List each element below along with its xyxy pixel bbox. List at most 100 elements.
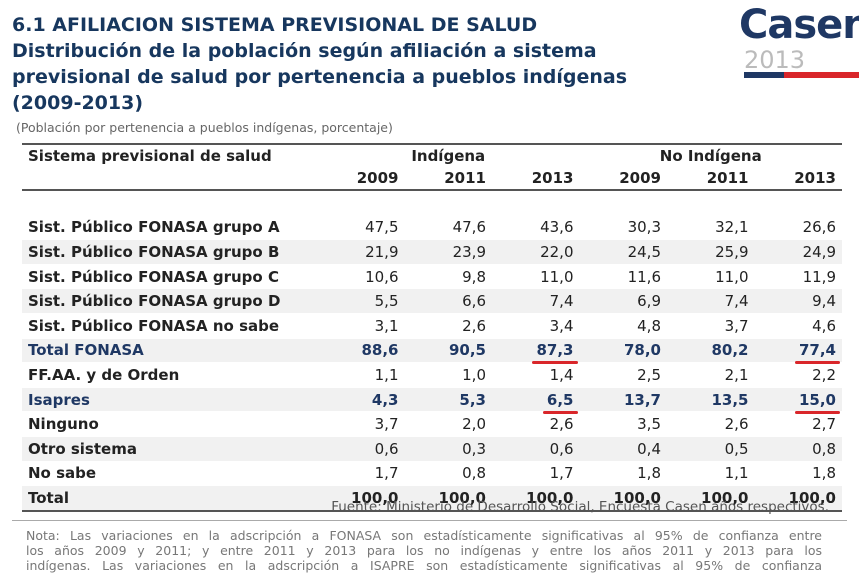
cell: 0,8 <box>754 436 842 462</box>
cell: 87,3 <box>492 338 580 364</box>
cell: 3,5 <box>579 411 667 437</box>
cell-value: 4,3 <box>371 390 399 409</box>
cell: 1,1 <box>667 461 755 487</box>
cell-value: 11,0 <box>540 267 574 286</box>
column-header <box>22 167 317 190</box>
cell-value: 100,0 <box>701 488 749 507</box>
cell-value: 21,9 <box>365 242 399 261</box>
cell-value: 0,8 <box>812 439 836 458</box>
cell-value: 6,9 <box>637 292 661 311</box>
cell: 2,6 <box>492 411 580 437</box>
cell: 1,1 <box>317 362 405 388</box>
row-label: Sist. Público FONASA no sabe <box>22 313 317 339</box>
cell-value: 3,5 <box>637 415 661 434</box>
cell: 0,6 <box>492 436 580 462</box>
row-label-text: Ninguno <box>28 415 99 434</box>
subtitle: Distribución de la población según afili… <box>12 40 597 62</box>
table-row: Isapres 4,3 5,3 6,5 13,7 13,5 15,0 <box>22 387 842 413</box>
row-label-text: Sist. Público FONASA grupo D <box>28 292 281 311</box>
cell: 13,5 <box>667 387 755 413</box>
cell: 23,9 <box>404 239 492 265</box>
row-label-text: FF.AA. y de Orden <box>28 365 180 384</box>
year-header: 2013 <box>531 169 574 187</box>
subtitle: (2009-2013) <box>12 92 144 114</box>
cell-value: 11,9 <box>802 267 836 286</box>
cell: 100,0 <box>754 485 842 512</box>
cell-value: 3,4 <box>549 316 574 335</box>
spacer-row <box>22 190 842 216</box>
cell: 30,3 <box>579 215 667 241</box>
year-header: 2013 <box>794 169 836 187</box>
table-row: Sist. Público FONASA grupo A 47,5 47,6 43,6… <box>22 215 842 241</box>
cell: 11,0 <box>492 264 580 290</box>
cell: 2,0 <box>404 411 492 437</box>
cell-value: 0,6 <box>374 439 399 458</box>
cell: 4,8 <box>579 313 667 339</box>
cell: 47,5 <box>317 215 405 241</box>
cell-value: 88,6 <box>361 341 399 360</box>
title: 6.1 AFILIACION SISTEMA PREVISIONAL DE SA… <box>12 14 538 36</box>
cell: 5,3 <box>404 387 492 413</box>
table-row: Total FONASA 88,6 90,5 87,3 78,0 80,2 77,4 <box>22 338 842 364</box>
cell: 0,4 <box>579 436 667 462</box>
cell-value: 1,7 <box>374 464 399 483</box>
cell-value: 2,1 <box>724 365 749 384</box>
row-label: Total <box>22 485 317 512</box>
cell: 3,7 <box>667 313 755 339</box>
cell-value: 30,3 <box>627 218 661 237</box>
row-label-text: Total FONASA <box>28 341 144 360</box>
cell-value: 5,5 <box>374 292 399 311</box>
cell: 2,6 <box>667 411 755 437</box>
cell: 0,6 <box>317 436 405 462</box>
cell-value: 100,0 <box>351 488 399 507</box>
cell: 10,6 <box>317 264 405 290</box>
cell: 88,6 <box>317 338 405 364</box>
table-row: No sabe 1,7 0,8 1,7 1,8 1,1 1,8 <box>22 461 842 487</box>
table-row: FF.AA. y de Orden 1,1 1,0 1,4 2,5 2,1 2,2 <box>22 362 842 388</box>
cell: 1,4 <box>492 362 580 388</box>
cell-value: 2,5 <box>637 365 661 384</box>
cell: 3,4 <box>492 313 580 339</box>
subtitle: previsional de salud por pertenencia a p… <box>12 66 628 88</box>
row-label-text: No sabe <box>28 464 97 483</box>
cell: 11,0 <box>667 264 755 290</box>
cell-value: 22,0 <box>540 242 574 261</box>
row-label: FF.AA. y de Orden <box>22 362 317 388</box>
cell-value: 4,8 <box>637 316 661 335</box>
footnote: indígenas. Las variaciones en la adscrip… <box>26 558 822 573</box>
cell-value: 1,4 <box>549 365 574 384</box>
footnote: los años 2009 y 2011; y entre 2011 y 201… <box>26 543 822 558</box>
cell-value: 1,7 <box>549 464 574 483</box>
column-header: Sistema previsional de salud <box>28 147 272 165</box>
cell-value: 87,3 <box>536 341 574 360</box>
cell: 6,6 <box>404 288 492 314</box>
cell: 21,9 <box>317 239 405 265</box>
cell-value: 13,5 <box>711 390 749 409</box>
cell: 1,7 <box>492 461 580 487</box>
cell: 7,4 <box>667 288 755 314</box>
row-label: Sist. Público FONASA grupo A <box>22 215 317 241</box>
group-header: Indígena <box>411 147 486 165</box>
cell-value: 32,1 <box>715 218 749 237</box>
cell-value: 77,4 <box>798 341 836 360</box>
cell-value: 47,5 <box>365 218 399 237</box>
row-label-text: Sist. Público FONASA grupo C <box>28 267 279 286</box>
cell: 9,8 <box>404 264 492 290</box>
cell-value: 1,8 <box>812 464 836 483</box>
cell-value: 0,3 <box>462 439 486 458</box>
year-header: 2009 <box>619 169 661 187</box>
cell-value: 100,0 <box>526 488 574 507</box>
cell: 0,5 <box>667 436 755 462</box>
row-label: Sist. Público FONASA grupo D <box>22 288 317 314</box>
row-label-text: Otro sistema <box>28 439 137 458</box>
cell: 11,6 <box>579 264 667 290</box>
cell: 2,2 <box>754 362 842 388</box>
cell-value: 15,0 <box>798 390 836 409</box>
footnote: Nota: Las variaciones en la adscripción … <box>26 528 822 543</box>
cell-value: 2,6 <box>549 415 574 434</box>
cell: 77,4 <box>754 338 842 364</box>
cell-value: 6,6 <box>462 292 486 311</box>
cell: 7,4 <box>492 288 580 314</box>
row-label: Ninguno <box>22 411 317 437</box>
row-label-text: Isapres <box>28 390 90 409</box>
